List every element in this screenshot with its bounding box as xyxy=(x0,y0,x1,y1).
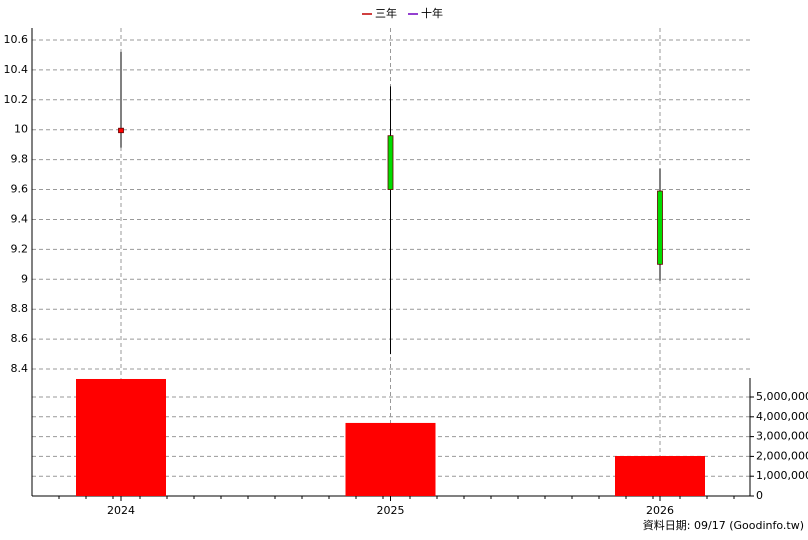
y2-tick-label: 0 xyxy=(756,489,763,502)
footnote: 資料日期: 09/17 (Goodinfo.tw) xyxy=(643,518,804,532)
volume-bar xyxy=(345,422,436,496)
y-tick-label: 8.8 xyxy=(11,302,29,315)
y-tick-label: 9.4 xyxy=(11,212,29,225)
legend-label: 三年 xyxy=(375,6,397,20)
legend-label: 十年 xyxy=(421,6,443,20)
y2-tick-label: 3,000,000 xyxy=(756,430,808,443)
y-tick-label: 10.6 xyxy=(4,33,29,46)
y-tick-label: 8.4 xyxy=(11,362,29,375)
y2-tick-label: 2,000,000 xyxy=(756,449,808,462)
y-tick-label: 8.6 xyxy=(11,332,29,345)
y2-tick-label: 1,000,000 xyxy=(756,469,808,482)
volume-bar xyxy=(76,378,166,496)
x-tick-label: 2024 xyxy=(107,504,135,517)
y-tick-label: 10 xyxy=(14,123,28,136)
x-tick-label: 2025 xyxy=(377,504,405,517)
volume-bar xyxy=(615,456,705,496)
y-tick-label: 9.8 xyxy=(11,153,29,166)
y-tick-label: 10.4 xyxy=(4,63,29,76)
x-tick-label: 2026 xyxy=(646,504,674,517)
candle-body xyxy=(118,127,124,134)
y2-tick-label: 4,000,000 xyxy=(756,410,808,423)
y-tick-label: 9.2 xyxy=(11,242,29,255)
y-tick-label: 9.6 xyxy=(11,183,29,196)
candle-body xyxy=(657,190,663,265)
y2-tick-label: 5,000,000 xyxy=(756,390,808,403)
y-tick-label: 9 xyxy=(21,272,28,285)
candle-body xyxy=(387,135,394,190)
y-tick-label: 10.2 xyxy=(4,93,29,106)
